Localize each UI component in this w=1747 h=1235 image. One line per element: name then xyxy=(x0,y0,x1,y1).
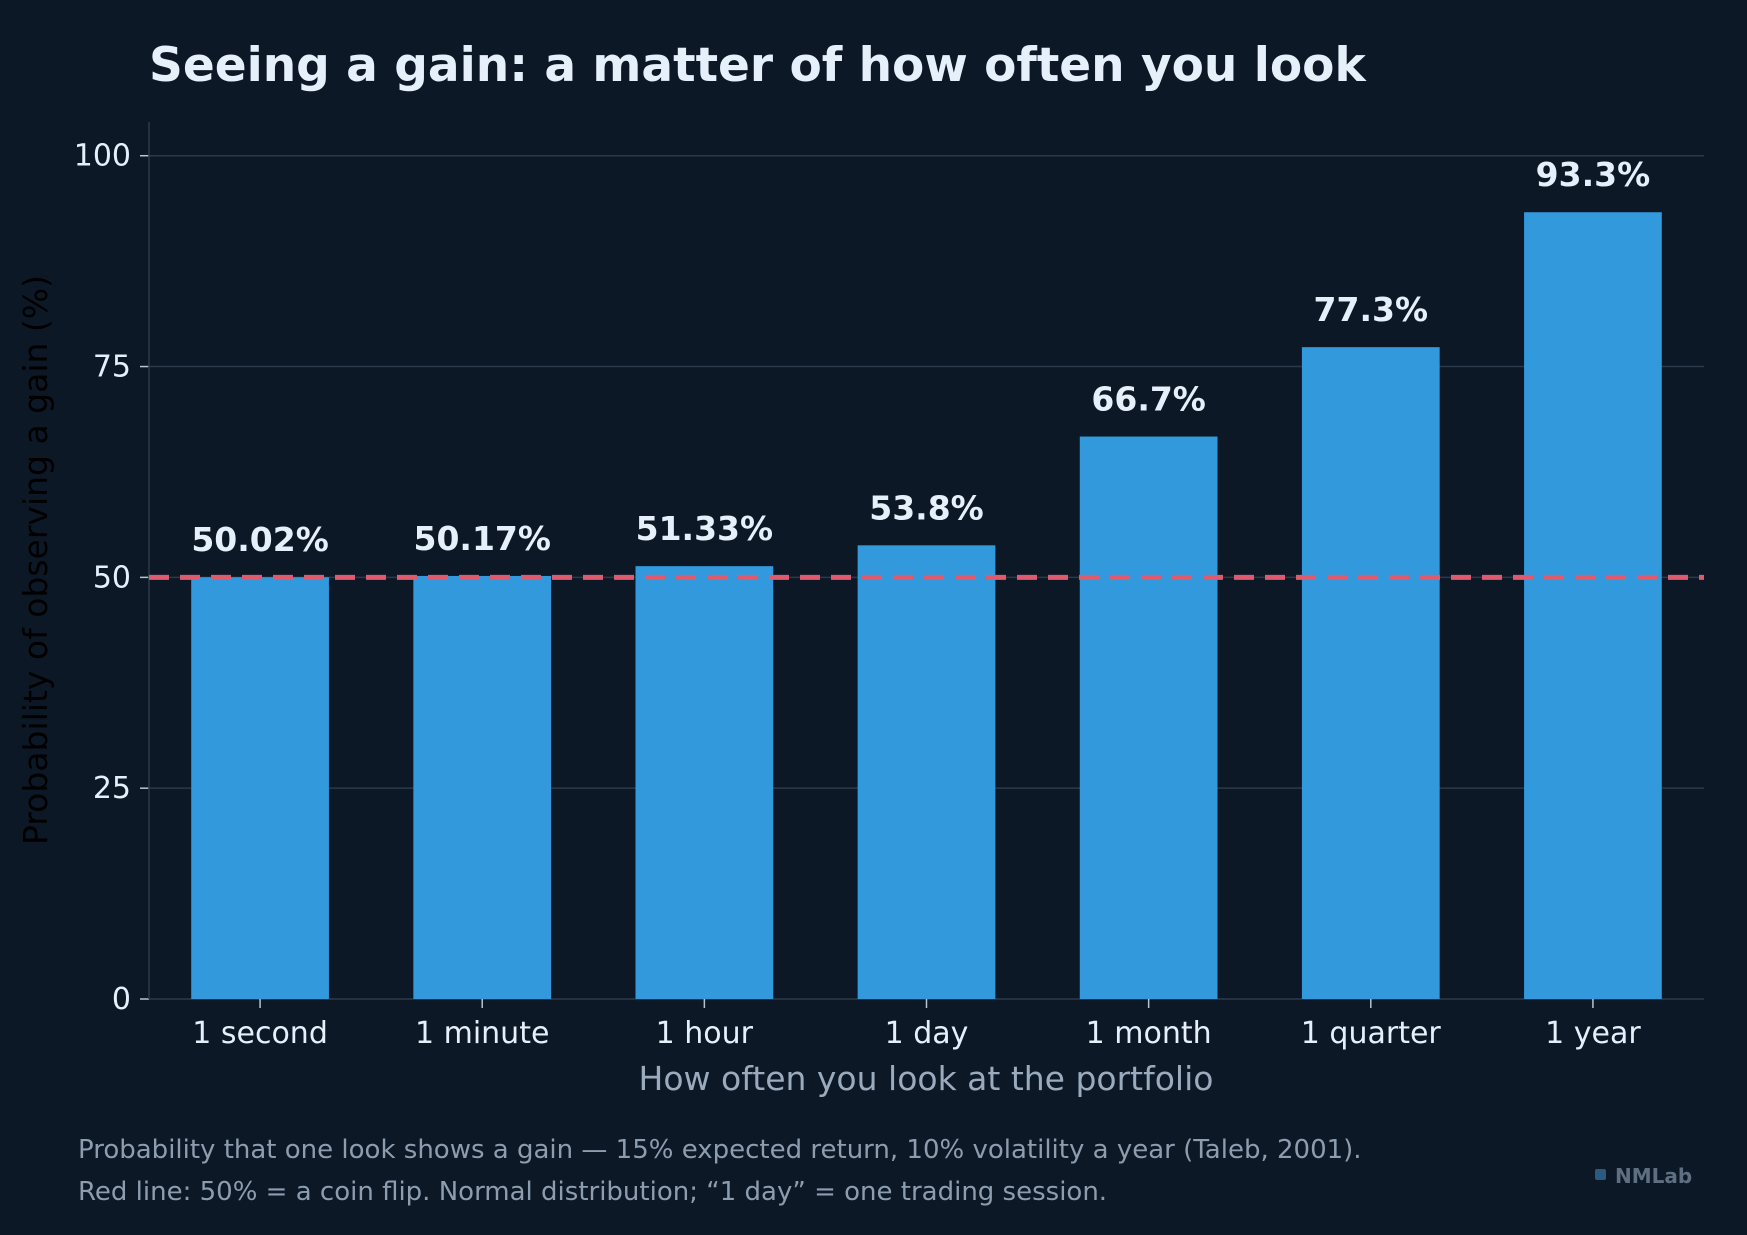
brand-mark xyxy=(1595,1169,1606,1180)
caption-line-2: Red line: 50% = a coin flip. Normal dist… xyxy=(78,1177,1107,1207)
caption-line-1: Probability that one look shows a gain —… xyxy=(78,1135,1362,1165)
x-tick-label: 1 month xyxy=(1086,1016,1212,1051)
bar xyxy=(1301,347,1440,999)
x-tick-label: 1 year xyxy=(1545,1016,1641,1051)
bar-value-label: 50.02% xyxy=(191,520,328,559)
bar-value-labels: 50.02% 50.17% 51.33% 53.8% 66.7% 77.3% 93.3% xyxy=(191,155,1650,559)
bar xyxy=(413,575,552,999)
x-tick-label: 1 day xyxy=(885,1016,969,1051)
y-axis-label: Probability of observing a gain (%) xyxy=(16,275,55,845)
bar-value-label: 77.3% xyxy=(1314,290,1429,329)
x-axis-label: How often you look at the portfolio xyxy=(639,1059,1214,1098)
y-tick-label: 0 xyxy=(112,982,131,1017)
y-tick-label: 100 xyxy=(74,139,131,174)
y-tick-label: 25 xyxy=(93,771,131,806)
bar-value-label: 66.7% xyxy=(1091,380,1206,419)
x-tick-label: 1 quarter xyxy=(1301,1016,1442,1051)
bar-value-label: 53.8% xyxy=(869,488,984,527)
bar xyxy=(191,577,329,999)
bar xyxy=(1079,436,1218,999)
bar-value-label: 51.33% xyxy=(636,509,773,548)
bar xyxy=(1524,212,1662,1000)
bar xyxy=(857,545,996,999)
bar xyxy=(635,566,774,999)
tick-labels: 0 25 50 75 100 1 second 1 minute 1 hour 1 day 1 m… xyxy=(74,139,1642,1051)
chart-title: Seeing a gain: a matter of how often you… xyxy=(149,38,1367,93)
bar-value-label: 93.3% xyxy=(1536,155,1651,194)
x-tick-label: 1 second xyxy=(192,1016,328,1051)
x-tick-label: 1 minute xyxy=(415,1016,549,1051)
y-tick-label: 75 xyxy=(93,350,131,385)
bar-value-label: 50.17% xyxy=(413,519,550,558)
y-tick-label: 50 xyxy=(93,560,131,595)
x-tick-label: 1 hour xyxy=(656,1016,754,1051)
brand-logo: NMLab xyxy=(1615,1164,1692,1188)
bars xyxy=(191,212,1662,1000)
